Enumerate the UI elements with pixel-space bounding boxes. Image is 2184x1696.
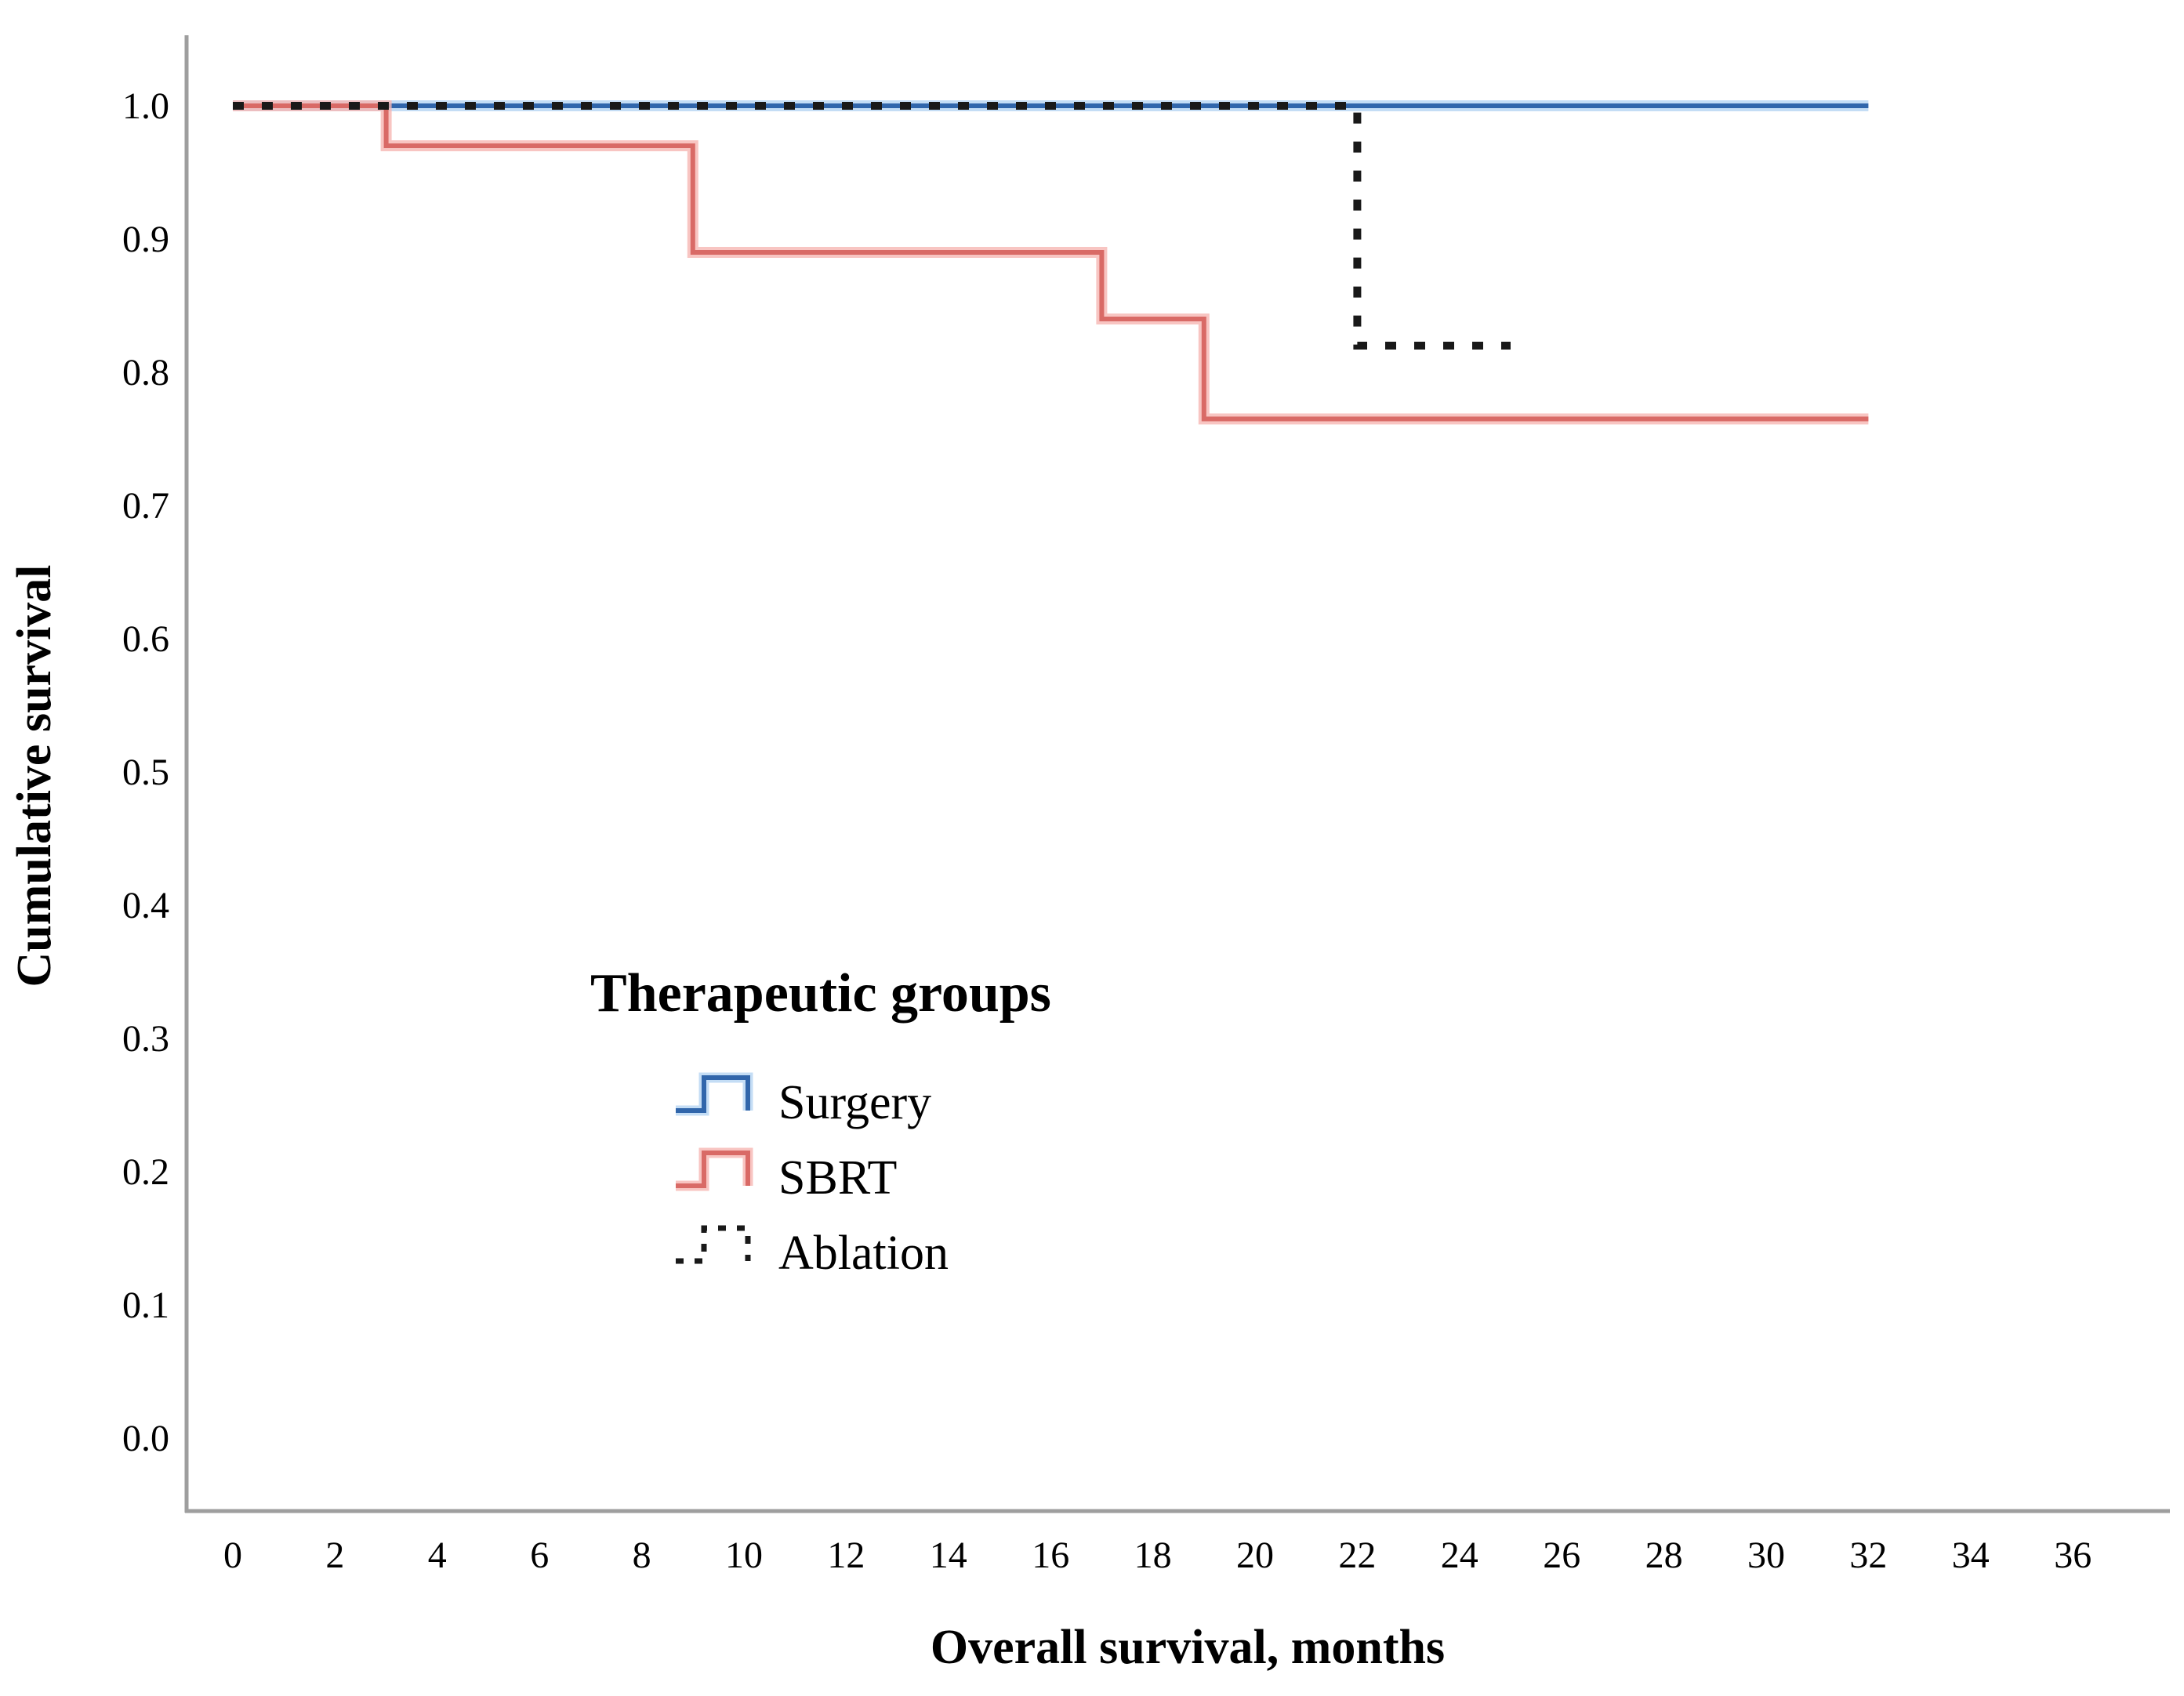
- legend-item-sbrt: SBRT: [676, 1147, 897, 1205]
- sbrt-curve: [233, 103, 1869, 422]
- x-tick-label: 32: [1849, 1535, 1887, 1576]
- x-tick-label: 14: [930, 1535, 967, 1576]
- x-tick-label: 36: [2054, 1535, 2091, 1576]
- legend-title: Therapeutic groups: [590, 963, 1051, 1024]
- surgery-step-line-icon: [676, 1075, 750, 1113]
- x-tick-label: 22: [1338, 1535, 1376, 1576]
- y-tick-label: 0.4: [122, 885, 169, 926]
- x-tick-label: 6: [530, 1535, 549, 1576]
- legend-label-surgery: Surgery: [778, 1076, 931, 1129]
- y-tick-label: 0.5: [122, 752, 169, 793]
- ablation-dashed-line-icon: [676, 1225, 751, 1264]
- y-axis-title: Cumulative survival: [8, 564, 61, 987]
- x-tick-label: 0: [223, 1535, 242, 1576]
- x-tick-label: 8: [633, 1535, 651, 1576]
- legend-item-ablation: Ablation: [676, 1225, 949, 1280]
- legend-label-ablation: Ablation: [778, 1227, 949, 1280]
- survival-curves: [233, 100, 1869, 425]
- x-tick-label: 12: [827, 1535, 865, 1576]
- y-tick-label: 1.0: [122, 85, 169, 127]
- x-tick-label: 20: [1236, 1535, 1274, 1576]
- x-tick-label: 2: [325, 1535, 344, 1576]
- y-axis-tick-labels: 0.0 0.1 0.2 0.3 0.4 0.5 0.6 0.7 0.8 0.9 1.0: [122, 85, 169, 1459]
- y-tick-label: 0.0: [122, 1418, 169, 1459]
- x-tick-label: 16: [1032, 1535, 1069, 1576]
- y-tick-label: 0.3: [122, 1018, 169, 1060]
- y-tick-label: 0.2: [122, 1151, 169, 1193]
- x-axis-title: Overall survival, months: [931, 1621, 1445, 1674]
- x-tick-label: 26: [1543, 1535, 1580, 1576]
- y-tick-label: 0.1: [122, 1285, 169, 1326]
- x-tick-label: 34: [1952, 1535, 1990, 1576]
- y-tick-label: 0.6: [122, 618, 169, 660]
- x-tick-label: 28: [1645, 1535, 1683, 1576]
- x-tick-label: 10: [725, 1535, 763, 1576]
- x-axis-tick-labels: 0 2 4 6 8 10 12 14 16 18 20 22 24 26 28 30 32 34 36: [223, 1535, 2091, 1576]
- x-tick-label: 18: [1134, 1535, 1172, 1576]
- x-tick-label: 4: [428, 1535, 447, 1576]
- sbrt-legend-symbol-halo: [676, 1147, 753, 1191]
- legend-label-sbrt: SBRT: [778, 1151, 897, 1205]
- y-tick-label: 0.9: [122, 219, 169, 260]
- legend-item-surgery: Surgery: [676, 1072, 931, 1129]
- y-tick-label: 0.8: [122, 352, 169, 393]
- sbrt-step-line-icon: [676, 1151, 750, 1188]
- x-tick-label: 30: [1747, 1535, 1785, 1576]
- y-tick-label: 0.7: [122, 485, 169, 527]
- legend: Therapeutic groups Surgery SBRT Ablation: [590, 963, 1051, 1280]
- x-tick-label: 24: [1441, 1535, 1478, 1576]
- sbrt-curve-halo: [233, 100, 1869, 425]
- surgery-legend-symbol-halo: [676, 1072, 753, 1116]
